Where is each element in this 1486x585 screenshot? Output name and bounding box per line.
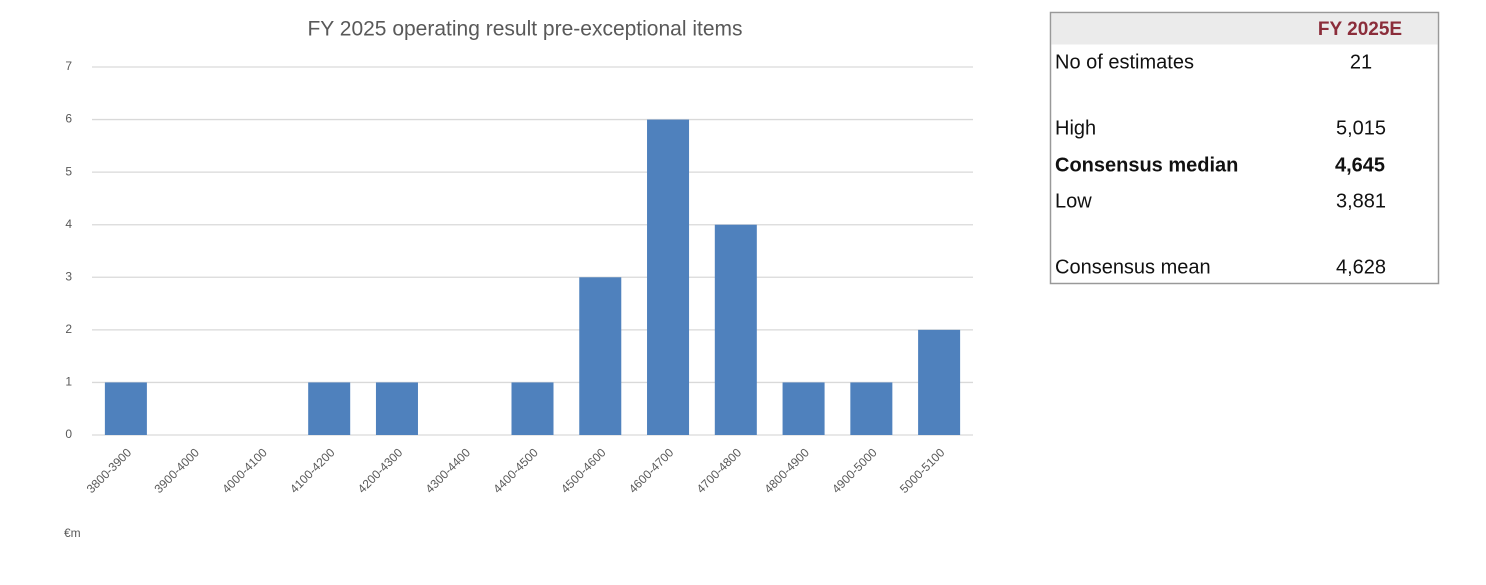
x-tick-label: 4600-4700 <box>626 445 677 496</box>
row-label: Consensus median <box>1055 154 1238 176</box>
row-value: 4,645 <box>1335 154 1385 176</box>
y-tick-label: 6 <box>65 112 72 126</box>
bar <box>308 382 351 435</box>
y-tick-label: 4 <box>65 217 72 231</box>
bar <box>714 224 757 435</box>
bar <box>850 382 893 435</box>
x-tick-label: 4300-4400 <box>423 445 474 496</box>
row-label: High <box>1055 117 1096 139</box>
x-tick-label: 4000-4100 <box>219 445 270 496</box>
x-tick-label: 4700-4800 <box>694 445 745 496</box>
bar <box>375 382 418 435</box>
bar <box>511 382 554 435</box>
y-tick-label: 7 <box>65 59 72 73</box>
x-tick-label: 3900-4000 <box>152 445 203 496</box>
row-value: 3,881 <box>1336 190 1386 212</box>
y-tick-label: 3 <box>65 269 72 283</box>
x-tick-label: 4200-4300 <box>355 445 406 496</box>
chart-title: FY 2025 operating result pre-exceptional… <box>307 18 742 41</box>
bar <box>104 382 147 435</box>
x-tick-label: 4900-5000 <box>829 445 880 496</box>
row-value: 21 <box>1350 51 1372 73</box>
table-header: FY 2025E <box>1318 19 1402 40</box>
x-tick-label: 4500-4600 <box>558 445 609 496</box>
row-label: No of estimates <box>1055 51 1194 73</box>
row-label: Consensus mean <box>1055 256 1211 278</box>
summary-table: FY 2025E No of estimates 21 High 5,015 C… <box>1049 11 1440 285</box>
row-label: Low <box>1055 190 1092 212</box>
y-tick-label: 0 <box>65 427 72 441</box>
x-tick-label: 3800-3900 <box>84 445 135 496</box>
unit-label: €m <box>64 526 81 540</box>
bar <box>782 382 825 435</box>
x-tick-label: 4100-4200 <box>287 445 338 496</box>
table-border <box>1049 11 1440 285</box>
y-tick-label: 2 <box>65 322 72 336</box>
y-tick-label: 1 <box>65 375 72 389</box>
x-tick-label: 4400-4500 <box>490 445 541 496</box>
table-header-bg <box>1051 13 1438 45</box>
bar <box>918 329 961 435</box>
x-tick-label: 5000-5100 <box>897 445 948 496</box>
bar <box>647 119 690 436</box>
row-value: 5,015 <box>1336 117 1386 139</box>
x-tick-label: 4800-4900 <box>761 445 812 496</box>
y-tick-label: 5 <box>65 164 72 178</box>
row-value: 4,628 <box>1336 256 1386 278</box>
bar <box>579 277 622 435</box>
